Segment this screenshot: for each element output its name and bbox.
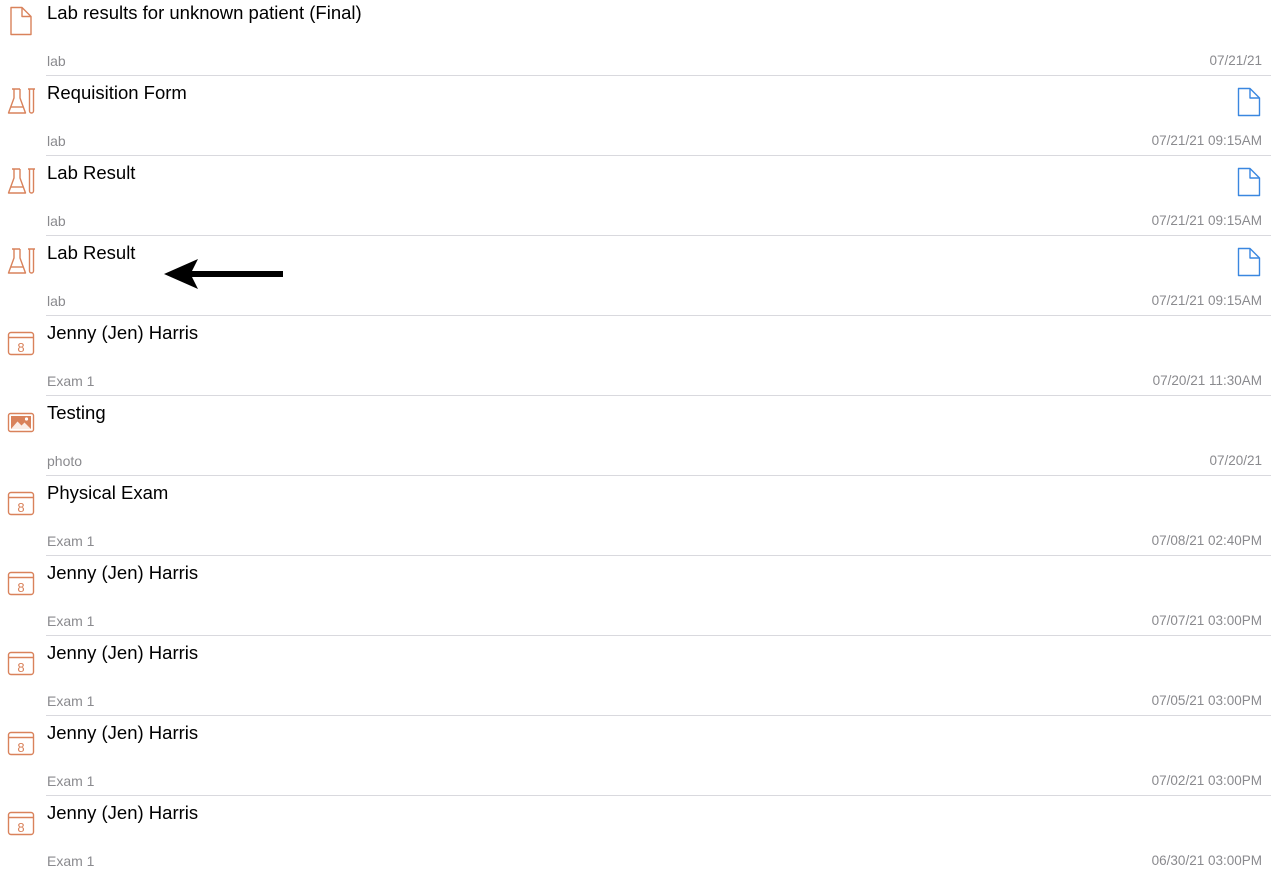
calendar-day-number: 8 [17, 580, 24, 595]
attachment-document-icon[interactable] [1236, 87, 1262, 117]
record-row[interactable]: Lab Result lab 07/21/21 09:15AM [0, 236, 1276, 316]
row-divider [46, 715, 1271, 716]
record-row[interactable]: 8 Jenny (Jen) Harris Exam 1 07/02/21 03:… [0, 716, 1276, 796]
record-title: Jenny (Jen) Harris [47, 802, 199, 823]
record-row[interactable]: 8 Jenny (Jen) Harris Exam 1 07/05/21 03:… [0, 636, 1276, 716]
record-date: 07/02/21 03:00PM [1151, 773, 1262, 788]
record-date: 07/20/21 11:30AM [1152, 373, 1262, 388]
record-type: lab [47, 53, 66, 69]
record-type: Exam 1 [47, 533, 95, 549]
record-type: photo [47, 453, 83, 469]
calendar-icon: 8 [6, 486, 36, 516]
record-date: 07/21/21 09:15AM [1151, 293, 1262, 308]
row-divider [46, 155, 1271, 156]
record-title: Jenny (Jen) Harris [47, 722, 199, 743]
lab-flask-icon [6, 166, 36, 196]
record-type: lab [47, 133, 66, 149]
record-title: Requisition Form [47, 82, 187, 103]
calendar-icon: 8 [6, 806, 36, 836]
record-type: Exam 1 [47, 773, 95, 789]
calendar-icon: 8 [6, 646, 36, 676]
record-row[interactable]: 8 Physical Exam Exam 1 07/08/21 02:40PM [0, 476, 1276, 556]
calendar-day-number: 8 [17, 500, 24, 515]
record-date: 07/07/21 03:00PM [1151, 613, 1262, 628]
record-row[interactable]: 8 Jenny (Jen) Harris Exam 1 07/07/21 03:… [0, 556, 1276, 636]
photo-icon [6, 406, 36, 436]
record-title: Lab Result [47, 162, 136, 183]
record-title: Physical Exam [47, 482, 169, 503]
row-divider [46, 235, 1271, 236]
calendar-day-number: 8 [17, 660, 24, 675]
record-row[interactable]: Lab results for unknown patient (Final) … [0, 0, 1276, 76]
record-date: 07/20/21 [1209, 453, 1262, 468]
record-type: lab [47, 213, 66, 229]
attachment-document-icon[interactable] [1236, 167, 1262, 197]
row-divider [46, 795, 1271, 796]
record-title: Lab results for unknown patient (Final) [47, 2, 362, 23]
calendar-day-number: 8 [17, 340, 24, 355]
record-date: 07/05/21 03:00PM [1151, 693, 1262, 708]
record-date: 07/21/21 09:15AM [1151, 213, 1262, 228]
record-date: 07/08/21 02:40PM [1151, 533, 1262, 548]
calendar-day-number: 8 [17, 820, 24, 835]
row-divider [46, 75, 1271, 76]
calendar-day-number: 8 [17, 740, 24, 755]
record-title: Lab Result [47, 242, 136, 263]
record-title: Jenny (Jen) Harris [47, 322, 199, 343]
record-row[interactable]: Lab Result lab 07/21/21 09:15AM [0, 156, 1276, 236]
lab-flask-icon [6, 246, 36, 276]
record-title: Testing [47, 402, 106, 423]
record-title: Jenny (Jen) Harris [47, 562, 199, 583]
record-row[interactable]: 8 Jenny (Jen) Harris Exam 1 07/20/21 11:… [0, 316, 1276, 396]
record-title: Jenny (Jen) Harris [47, 642, 199, 663]
record-date: 06/30/21 03:00PM [1151, 853, 1262, 868]
row-divider [46, 315, 1271, 316]
calendar-icon: 8 [6, 566, 36, 596]
row-divider [46, 475, 1271, 476]
record-type: lab [47, 293, 66, 309]
calendar-icon: 8 [6, 326, 36, 356]
record-type: Exam 1 [47, 693, 95, 709]
arrow-left-icon [160, 256, 286, 292]
row-divider [46, 635, 1271, 636]
record-row[interactable]: Requisition Form lab 07/21/21 09:15AM [0, 76, 1276, 156]
record-type: Exam 1 [47, 373, 95, 389]
calendar-icon: 8 [6, 726, 36, 756]
record-date: 07/21/21 09:15AM [1151, 133, 1262, 148]
record-type: Exam 1 [47, 613, 95, 629]
record-row[interactable]: Testing photo 07/20/21 [0, 396, 1276, 476]
record-date: 07/21/21 [1209, 53, 1262, 68]
attachment-document-icon[interactable] [1236, 247, 1262, 277]
row-divider [46, 395, 1271, 396]
record-type: Exam 1 [47, 853, 95, 869]
document-icon [6, 6, 36, 36]
row-divider [46, 555, 1271, 556]
lab-flask-icon [6, 86, 36, 116]
record-row[interactable]: 8 Jenny (Jen) Harris Exam 1 06/30/21 03:… [0, 796, 1276, 876]
